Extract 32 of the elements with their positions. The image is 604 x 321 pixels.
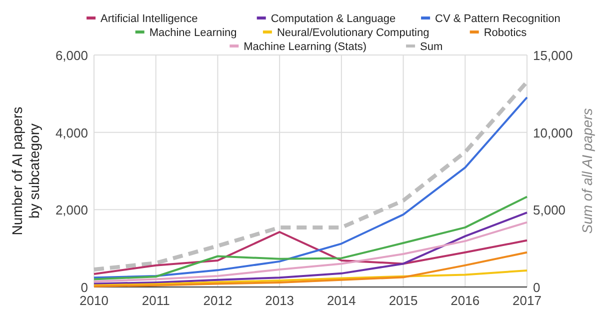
line-series [93, 196, 528, 280]
legend-label: CV & Pattern Recognition [435, 13, 560, 25]
y-tick-label: 0 [80, 280, 88, 295]
y2-axis-title: Sum of all AI papers [579, 108, 595, 234]
y-tick-label: 4,000 [55, 125, 88, 140]
x-tick-label: 2016 [450, 293, 480, 308]
line-series [93, 269, 528, 286]
y-tick-label: 2,000 [55, 202, 88, 218]
x-tick-label: 2015 [388, 293, 418, 308]
x-tick-label: 2012 [203, 293, 232, 308]
legend-label: Neural/Evolutionary Computing [276, 27, 430, 39]
x-tick-label: 2013 [265, 293, 294, 308]
legend-label: Artificial Intelligence [100, 13, 198, 25]
line-series [93, 251, 528, 288]
line-series [93, 230, 528, 276]
legend-label: Computation & Language [270, 13, 396, 25]
y2-tick-label: 5,000 [533, 202, 566, 218]
x-tick-label: 2011 [142, 293, 170, 308]
y2-tick-label: 15,000 [533, 48, 573, 63]
legend-label: Machine Learning [149, 27, 237, 39]
x-tick-label: 2017 [512, 293, 542, 308]
legend-label: Sum [420, 41, 443, 53]
y-axis-title: Number of AI papers by subcategory [9, 106, 42, 236]
line-series [93, 221, 528, 283]
y2-tick-label: 0 [533, 280, 540, 295]
y-tick-label: 6,000 [55, 48, 88, 63]
x-tick-label: 2014 [326, 293, 356, 308]
y2-tick-label: 10,000 [533, 125, 573, 140]
x-tick-label: 2010 [80, 293, 108, 308]
line-series [93, 212, 528, 285]
legend-label: Machine Learning (Stats) [244, 41, 367, 53]
legend-label: Robotics [484, 27, 528, 39]
